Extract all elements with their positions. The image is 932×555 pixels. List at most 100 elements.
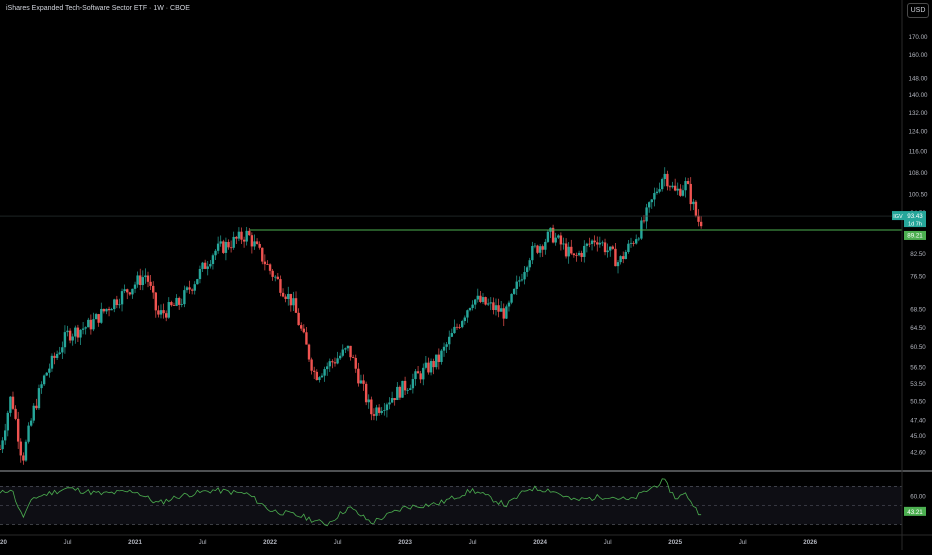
candle[interactable]	[305, 327, 308, 345]
candle[interactable]	[507, 300, 511, 312]
candle[interactable]	[609, 246, 612, 257]
candle[interactable]	[624, 249, 628, 260]
candle[interactable]	[268, 263, 272, 275]
candle[interactable]	[0, 444, 2, 451]
candle[interactable]	[479, 291, 482, 304]
candle[interactable]	[518, 276, 521, 287]
candle[interactable]	[510, 293, 513, 305]
candle[interactable]	[679, 184, 682, 197]
candle[interactable]	[494, 298, 498, 316]
candle[interactable]	[427, 357, 430, 375]
candle[interactable]	[559, 232, 563, 251]
candle[interactable]	[536, 244, 539, 255]
candle[interactable]	[486, 298, 490, 307]
candle[interactable]	[442, 342, 446, 357]
candle[interactable]	[281, 288, 285, 298]
candle[interactable]	[123, 284, 126, 294]
candle[interactable]	[287, 286, 290, 306]
candle[interactable]	[242, 236, 246, 248]
candle[interactable]	[658, 182, 661, 194]
candle[interactable]	[697, 209, 700, 227]
candle[interactable]	[313, 366, 316, 380]
price-axis[interactable]: 42.60 45.00 47.40 50.50 53.50 56.50 60.50 64.50…	[901, 0, 928, 550]
candle[interactable]	[297, 308, 300, 326]
candle[interactable]	[37, 384, 41, 410]
candle[interactable]	[237, 227, 241, 242]
candle[interactable]	[338, 352, 342, 361]
candle[interactable]	[619, 255, 622, 265]
candle[interactable]	[575, 252, 578, 262]
candle[interactable]	[551, 224, 555, 244]
candle[interactable]	[411, 373, 415, 394]
candle[interactable]	[141, 270, 145, 291]
candle[interactable]	[126, 288, 129, 300]
candle[interactable]	[554, 232, 557, 246]
candle[interactable]	[468, 307, 472, 312]
candle[interactable]	[663, 167, 666, 187]
candle[interactable]	[655, 187, 659, 195]
candle[interactable]	[188, 280, 191, 294]
candle[interactable]	[481, 293, 485, 304]
candle[interactable]	[546, 230, 550, 244]
candle[interactable]	[681, 185, 685, 197]
candle[interactable]	[211, 253, 215, 270]
candle[interactable]	[429, 358, 433, 376]
candle[interactable]	[699, 216, 703, 229]
time-axis[interactable]: 2020 Jul 2021 Jul 2022 Jul 2023 Jul 2024 Jul 2025 J…	[0, 539, 818, 546]
candle[interactable]	[14, 405, 17, 421]
candle[interactable]	[193, 281, 196, 295]
candle[interactable]	[63, 325, 67, 354]
candle[interactable]	[16, 411, 20, 449]
candle[interactable]	[276, 273, 280, 280]
candle[interactable]	[1, 437, 4, 453]
candle[interactable]	[3, 423, 7, 445]
candle[interactable]	[515, 275, 518, 296]
candle[interactable]	[598, 236, 602, 248]
candle[interactable]	[53, 352, 56, 365]
candle[interactable]	[437, 348, 441, 370]
candle[interactable]	[263, 254, 267, 271]
candle[interactable]	[629, 237, 633, 248]
candle[interactable]	[512, 287, 516, 295]
candle[interactable]	[45, 372, 48, 376]
candle[interactable]	[398, 385, 402, 400]
candle[interactable]	[660, 177, 664, 192]
candle[interactable]	[653, 187, 656, 207]
candle[interactable]	[107, 306, 111, 317]
candle[interactable]	[100, 302, 103, 324]
candle[interactable]	[419, 370, 422, 384]
candle[interactable]	[686, 177, 690, 185]
candle[interactable]	[432, 358, 435, 375]
candle[interactable]	[315, 369, 319, 381]
candle[interactable]	[323, 366, 326, 382]
candle[interactable]	[325, 362, 329, 376]
candle[interactable]	[328, 358, 331, 372]
candle[interactable]	[300, 322, 303, 331]
candle[interactable]	[588, 237, 591, 248]
candle[interactable]	[139, 268, 142, 291]
candle[interactable]	[154, 291, 158, 318]
candle[interactable]	[455, 323, 459, 330]
candle[interactable]	[167, 297, 170, 319]
candle[interactable]	[570, 239, 573, 255]
candle[interactable]	[164, 310, 168, 322]
candle[interactable]	[647, 201, 651, 213]
candle[interactable]	[284, 294, 287, 303]
candle[interactable]	[393, 397, 396, 406]
candle[interactable]	[448, 330, 451, 350]
candle[interactable]	[318, 376, 321, 383]
candle[interactable]	[136, 271, 139, 288]
candle[interactable]	[364, 381, 368, 406]
candle[interactable]	[505, 304, 508, 320]
candle[interactable]	[380, 407, 383, 415]
candle[interactable]	[292, 291, 295, 311]
candle[interactable]	[346, 345, 350, 352]
candle[interactable]	[172, 302, 176, 307]
candle[interactable]	[520, 273, 524, 282]
candle[interactable]	[634, 234, 638, 245]
candle[interactable]	[40, 381, 43, 394]
candle[interactable]	[227, 239, 230, 250]
candle[interactable]	[222, 239, 225, 254]
candle[interactable]	[177, 296, 181, 310]
